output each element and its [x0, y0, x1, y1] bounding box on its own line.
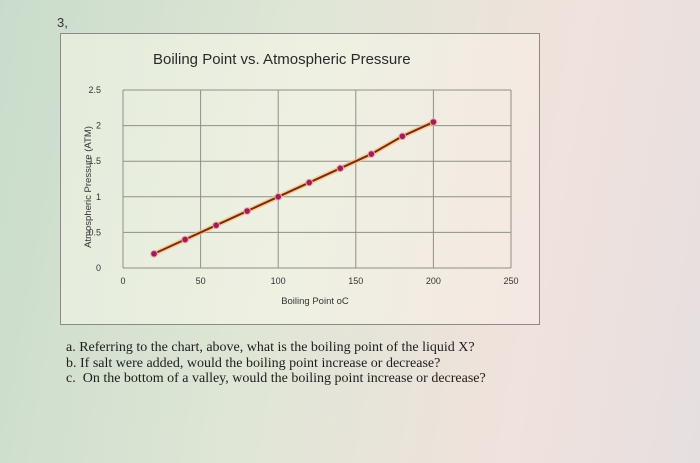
x-tick-label: 150 — [348, 276, 363, 286]
data-point-marker — [336, 164, 345, 173]
y-tick-label: 2 — [96, 121, 101, 131]
question-c: c. On the bottom of a valley, would the … — [66, 371, 486, 386]
y-tick-label: 0 — [96, 263, 101, 273]
chart-plot-area: 0 0.5 1 1.5 2 2.5 0 50 100 150 200 250 Boiling Point… — [83, 85, 519, 307]
questions-list: a. Referring to the chart, above, what i… — [66, 340, 486, 387]
data-point-marker — [398, 132, 407, 141]
question-b: b. If salt were added, would the boiling… — [66, 355, 441, 371]
x-tick-label: 250 — [503, 276, 518, 286]
data-point-marker — [212, 221, 220, 230]
data-point-marker — [367, 150, 376, 158]
data-point-marker — [181, 235, 189, 244]
x-tick-label: 100 — [271, 276, 286, 286]
chart-title: Boiling Point vs. Atmospheric Pressure — [153, 51, 411, 68]
x-tick-label: 50 — [196, 276, 206, 286]
data-point-marker — [274, 193, 282, 201]
data-point-marker — [305, 178, 314, 187]
x-axis-title: Boiling Point oC — [281, 296, 349, 307]
chart-frame: Boiling Point vs. Atmospheric Pressure 0… — [60, 33, 540, 325]
y-tick-label: 1.5 — [88, 156, 101, 166]
y-tick-label: 1 — [96, 192, 101, 202]
data-point-marker — [243, 207, 251, 215]
data-point-marker — [429, 118, 438, 126]
question-number: 3, — [57, 15, 68, 30]
y-tick-label: 0.5 — [88, 227, 101, 237]
x-tick-label: 0 — [120, 276, 125, 286]
question-a: a. Referring to the chart, above, what i… — [66, 340, 475, 355]
y-tick-label: 2.5 — [88, 85, 101, 95]
y-axis-title: Atmospheric Pressure (ATM) — [83, 126, 94, 248]
series-line — [153, 121, 434, 255]
x-tick-label: 200 — [426, 276, 441, 286]
data-point-marker — [150, 249, 158, 258]
